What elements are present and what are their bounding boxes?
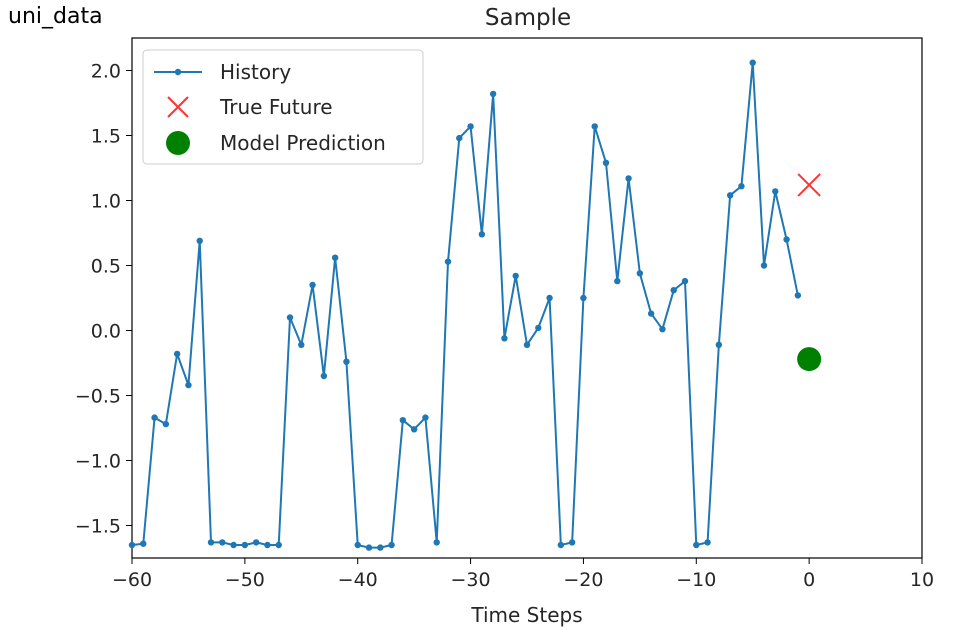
history-point bbox=[535, 324, 542, 332]
legend: History True Future Model Prediction bbox=[142, 49, 424, 165]
history-point bbox=[726, 192, 734, 199]
history-point bbox=[433, 539, 440, 546]
history-point bbox=[151, 414, 158, 421]
x-tick-label: −10 bbox=[676, 569, 716, 591]
y-tick-label: 1.5 bbox=[91, 126, 121, 148]
plot-frame bbox=[131, 37, 923, 559]
history-point bbox=[647, 310, 655, 317]
history-point bbox=[715, 341, 723, 348]
chart-title: Sample bbox=[485, 5, 571, 31]
history-point bbox=[162, 420, 170, 428]
history-point bbox=[410, 426, 418, 433]
legend-label: History bbox=[220, 60, 291, 84]
y-tick-label: −1.5 bbox=[75, 516, 121, 538]
x-tick-label: −50 bbox=[225, 569, 265, 591]
history-point bbox=[331, 254, 339, 261]
history-point bbox=[264, 541, 271, 549]
history-point bbox=[614, 277, 621, 285]
history-point bbox=[523, 341, 531, 348]
history-point bbox=[444, 258, 452, 265]
history-point bbox=[230, 541, 237, 549]
x-tick-label: 10 bbox=[910, 569, 934, 591]
history-point bbox=[501, 335, 508, 342]
x-tick-label: −40 bbox=[338, 569, 378, 591]
legend-item: Model Prediction bbox=[166, 131, 386, 155]
history-point bbox=[241, 541, 249, 549]
history-point bbox=[196, 237, 203, 244]
history-point bbox=[456, 134, 463, 142]
y-axis: −1.5 −1.0 −0.5 0.0 0.5 1.0 1.5 2.0 bbox=[75, 61, 132, 538]
history-point bbox=[489, 90, 497, 98]
history-point bbox=[580, 294, 587, 302]
history-point bbox=[704, 539, 711, 546]
history-point bbox=[377, 544, 384, 551]
history-point bbox=[591, 123, 598, 130]
history-point bbox=[478, 231, 486, 238]
history-point bbox=[252, 539, 260, 546]
history-point bbox=[693, 541, 700, 549]
y-tick-label: 0.5 bbox=[91, 256, 121, 278]
history-point bbox=[659, 326, 666, 333]
history-point bbox=[128, 541, 136, 549]
x-tick-label: 0 bbox=[803, 569, 815, 591]
history-point bbox=[557, 541, 565, 549]
history-point bbox=[173, 350, 181, 358]
legend-swatch-true-future bbox=[167, 96, 189, 118]
history-point bbox=[602, 159, 610, 166]
history-point bbox=[467, 123, 474, 130]
history-point bbox=[681, 277, 689, 285]
history-point bbox=[783, 236, 790, 243]
history-point bbox=[738, 183, 745, 190]
history-point bbox=[422, 414, 429, 421]
y-tick-label: 0.0 bbox=[91, 321, 121, 343]
history-point bbox=[636, 270, 644, 277]
y-tick-label: 2.0 bbox=[91, 61, 121, 83]
history-point bbox=[794, 292, 802, 299]
history-point bbox=[365, 544, 373, 551]
history-point bbox=[388, 541, 395, 549]
history-point bbox=[772, 188, 779, 195]
y-tick-label: −0.5 bbox=[75, 386, 121, 408]
legend-item: History bbox=[154, 60, 291, 84]
y-tick-label: −1.0 bbox=[75, 451, 121, 473]
history-point bbox=[309, 281, 316, 289]
history-point bbox=[354, 541, 361, 549]
history-point bbox=[512, 272, 519, 280]
true-future-marker bbox=[797, 173, 821, 197]
cell-label: uni_data bbox=[8, 4, 103, 29]
history-point bbox=[760, 262, 768, 269]
history-point bbox=[207, 539, 215, 546]
x-axis-title: Time Steps bbox=[470, 603, 582, 627]
history-point bbox=[546, 294, 553, 302]
history-point bbox=[320, 372, 328, 380]
legend-swatch-model-prediction bbox=[166, 131, 190, 155]
history-point bbox=[185, 381, 192, 389]
x-tick-label: −60 bbox=[112, 569, 152, 591]
history-point bbox=[399, 417, 407, 424]
series-layer bbox=[128, 59, 822, 551]
history-point bbox=[140, 540, 147, 547]
x-tick-label: −30 bbox=[451, 569, 491, 591]
x-axis: −60 −50 −40 −30 −20 −10 0 10 bbox=[112, 558, 934, 591]
history-point bbox=[286, 314, 294, 321]
history-point bbox=[298, 341, 305, 348]
history-point bbox=[749, 59, 756, 66]
model-prediction-marker bbox=[797, 347, 822, 372]
x-tick-label: −20 bbox=[563, 569, 603, 591]
history-point bbox=[343, 358, 350, 365]
history-point bbox=[568, 539, 576, 546]
legend-label: Model Prediction bbox=[220, 131, 386, 155]
history-point bbox=[625, 175, 632, 182]
y-tick-label: 1.0 bbox=[91, 191, 121, 213]
history-point bbox=[670, 287, 677, 294]
legend-label: True Future bbox=[219, 95, 333, 119]
legend-item: True Future bbox=[167, 95, 333, 119]
history-point bbox=[275, 541, 282, 549]
legend-box bbox=[142, 49, 424, 165]
history-point bbox=[219, 539, 226, 546]
